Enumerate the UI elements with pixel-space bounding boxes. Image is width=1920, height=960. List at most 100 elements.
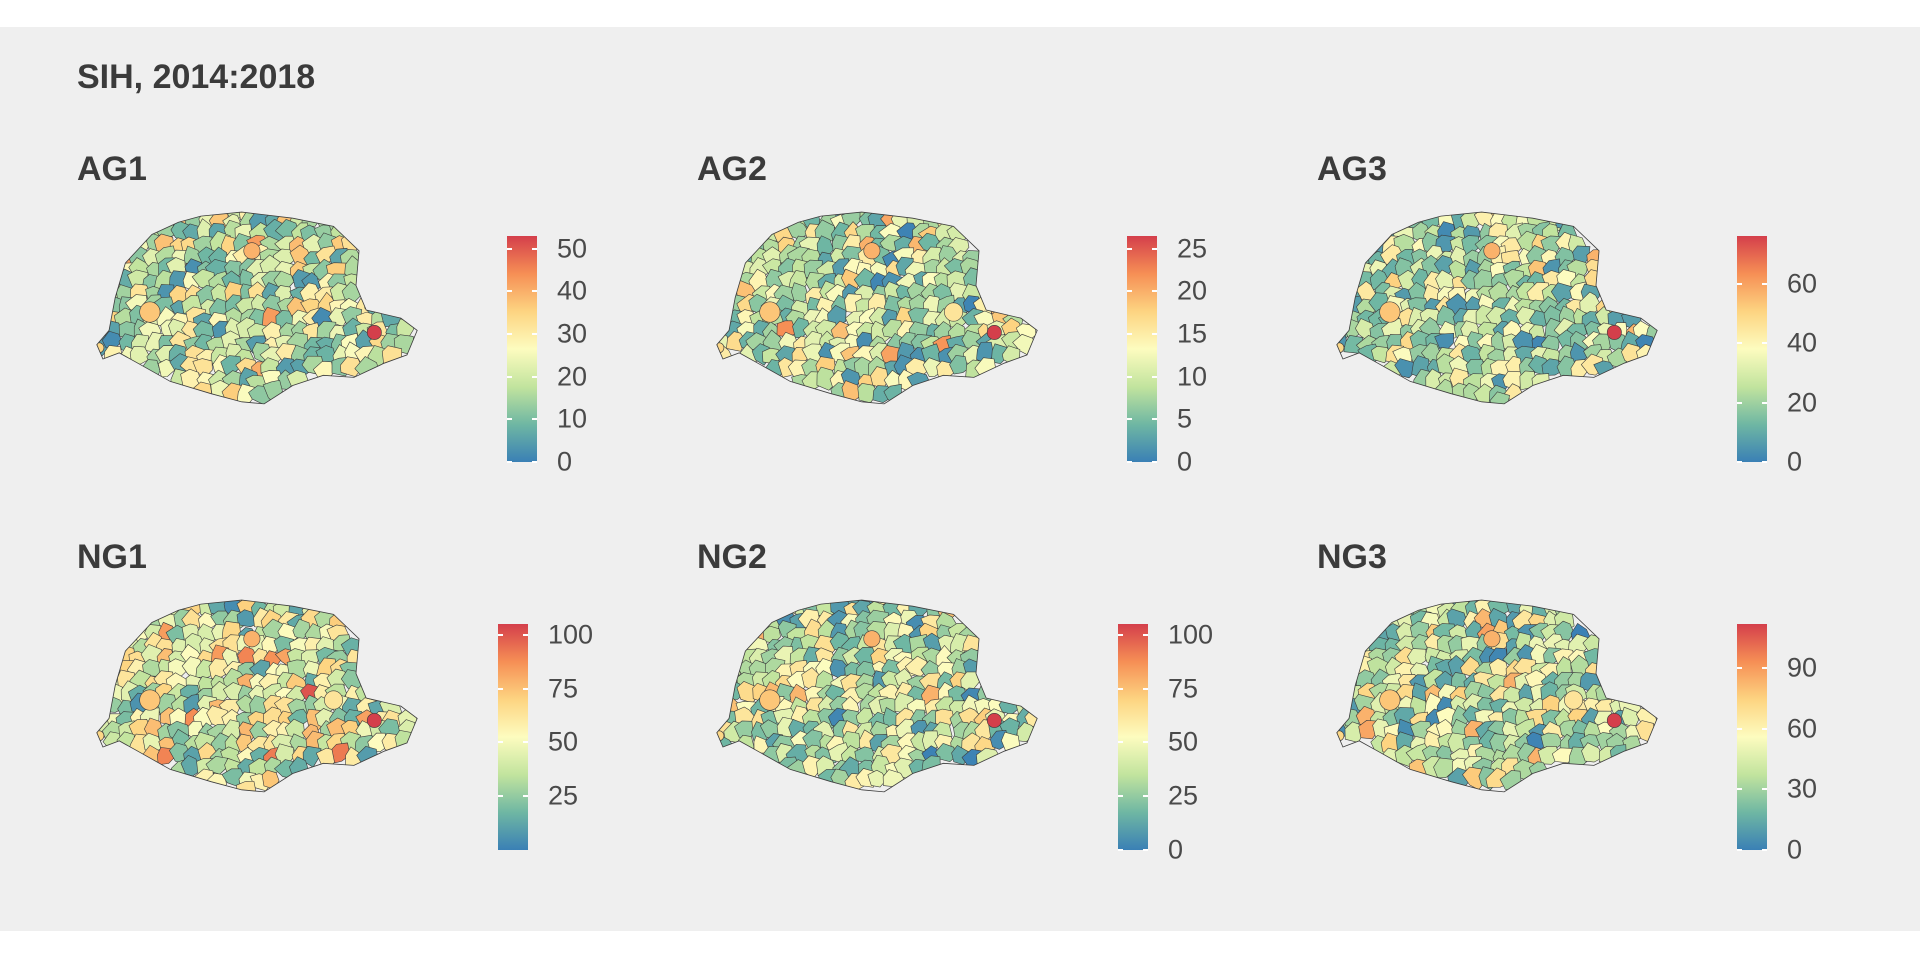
panel-title: AG3 <box>1317 150 1387 188</box>
municipality-region <box>381 345 403 365</box>
state-outline <box>1336 211 1658 405</box>
legend-tick-label: 20 <box>557 361 588 392</box>
legend-tick <box>1737 461 1742 463</box>
legend-tick <box>1737 849 1742 851</box>
state-outline <box>716 211 1038 405</box>
municipality-region-hotspot <box>139 301 161 323</box>
legend-tick-label: 75 <box>1168 673 1199 704</box>
municipality-region-hotspot <box>1606 713 1622 728</box>
color-legend: 0 5 10 15 20 25 <box>1127 233 1237 477</box>
legend-tick-label: 0 <box>557 446 573 477</box>
municipality-region <box>726 331 747 352</box>
figure-title: SIH, 2014:2018 <box>77 58 316 96</box>
legend-tick <box>532 333 537 336</box>
municipality-region <box>1001 731 1020 754</box>
choropleth-map <box>1336 211 1658 405</box>
municipality-region <box>1551 747 1575 764</box>
legend-tick-label: 75 <box>548 673 579 704</box>
legend-tick <box>498 687 503 690</box>
municipality-region <box>236 609 258 628</box>
legend-tick-label: 50 <box>548 726 579 757</box>
municipality-region-hotspot <box>243 630 261 648</box>
legend-tick <box>1152 418 1157 421</box>
legend-tick <box>507 418 512 421</box>
legend-tick <box>1762 667 1767 670</box>
choropleth-map <box>716 211 1038 405</box>
legend-tick <box>523 741 528 744</box>
municipality-region-hotspot <box>96 730 105 742</box>
panel-title: AG2 <box>697 150 767 188</box>
municipality-region-hotspot <box>716 342 725 354</box>
legend-colorbar <box>1118 624 1148 850</box>
legend-tick <box>1152 247 1157 250</box>
legend-tick <box>1737 727 1742 730</box>
legend-tick <box>523 633 528 636</box>
choropleth-map <box>96 211 418 405</box>
legend-tick <box>1127 247 1132 250</box>
legend-tick-label: 20 <box>1787 387 1818 418</box>
legend-tick-label: 25 <box>1177 233 1208 264</box>
choropleth-map <box>1336 599 1658 793</box>
legend-tick <box>1762 788 1767 791</box>
municipality-region-hotspot <box>1483 630 1501 648</box>
legend-tick <box>1118 795 1123 798</box>
municipality-region <box>236 780 257 792</box>
municipality-region <box>1541 358 1562 376</box>
legend-tick <box>1118 741 1123 744</box>
municipality-region-hotspot <box>366 713 382 728</box>
panel-title: NG3 <box>1317 538 1387 576</box>
municipality-region-hotspot <box>1379 689 1401 711</box>
color-legend: 0 30 60 90 <box>1737 624 1847 865</box>
legend-tick-label: 100 <box>548 619 594 650</box>
municipality-region-hotspot <box>324 690 344 710</box>
municipality-region-hotspot <box>1606 325 1622 340</box>
legend-tick <box>1127 290 1132 293</box>
legend-colorbar <box>498 624 528 850</box>
legend-tick-label: 10 <box>1177 361 1208 392</box>
legend-tick <box>498 795 503 798</box>
legend-tick-label: 0 <box>1168 834 1184 865</box>
legend-tick-label: 0 <box>1787 834 1803 865</box>
municipality-region <box>1433 757 1456 779</box>
municipality-region-hotspot <box>1336 342 1345 354</box>
map-panel-ng3: NG3 0 30 60 90 <box>1317 538 1920 878</box>
municipality-region-hotspot <box>366 325 382 340</box>
color-legend: 0 20 40 60 <box>1737 236 1847 477</box>
municipality-region-hotspot <box>243 242 261 260</box>
legend-tick-label: 40 <box>1787 327 1818 358</box>
map-panel-ag3: AG3 0 20 40 60 <box>1317 150 1920 490</box>
municipality-region-hotspot <box>139 689 161 711</box>
municipality-region <box>935 742 956 763</box>
municipality-region-hotspot <box>1336 730 1345 742</box>
legend-tick <box>1143 687 1148 690</box>
legend-tick <box>1762 401 1767 404</box>
legend-tick <box>1762 849 1767 851</box>
legend-tick-label: 25 <box>1168 780 1199 811</box>
choropleth-map <box>96 599 418 793</box>
legend-tick <box>532 461 537 463</box>
map-panel-ng2: NG2 0 25 50 75 100 <box>697 538 1317 878</box>
legend-tick-label: 0 <box>1787 446 1803 477</box>
color-legend: 0 25 50 75 100 <box>1118 619 1228 865</box>
legend-colorbar <box>1737 624 1767 850</box>
municipality-region <box>142 659 165 677</box>
state-outline <box>1336 599 1658 793</box>
map-panel-ng1: NG1 25 50 75 100 <box>77 538 697 878</box>
legend-tick <box>1762 727 1767 730</box>
map-panel-ag1: AG1 0 10 20 30 40 50 <box>77 150 697 490</box>
municipality-region <box>776 600 798 617</box>
legend-tick <box>1152 290 1157 293</box>
municipality-region-hotspot <box>1564 690 1584 710</box>
color-legend: 25 50 75 100 <box>498 619 608 850</box>
legend-tick-label: 10 <box>557 403 588 434</box>
legend-tick <box>1127 418 1132 421</box>
municipality-region-hotspot <box>986 713 1002 728</box>
municipality-region-hotspot <box>759 689 781 711</box>
color-legend: 0 10 20 30 40 50 <box>507 233 617 477</box>
legend-tick <box>532 418 537 421</box>
state-outline <box>96 599 418 793</box>
legend-tick <box>532 247 537 250</box>
map-panel-ag2: AG2 0 5 10 15 20 25 <box>697 150 1317 490</box>
municipality-region <box>367 732 387 753</box>
legend-tick <box>1152 461 1157 463</box>
